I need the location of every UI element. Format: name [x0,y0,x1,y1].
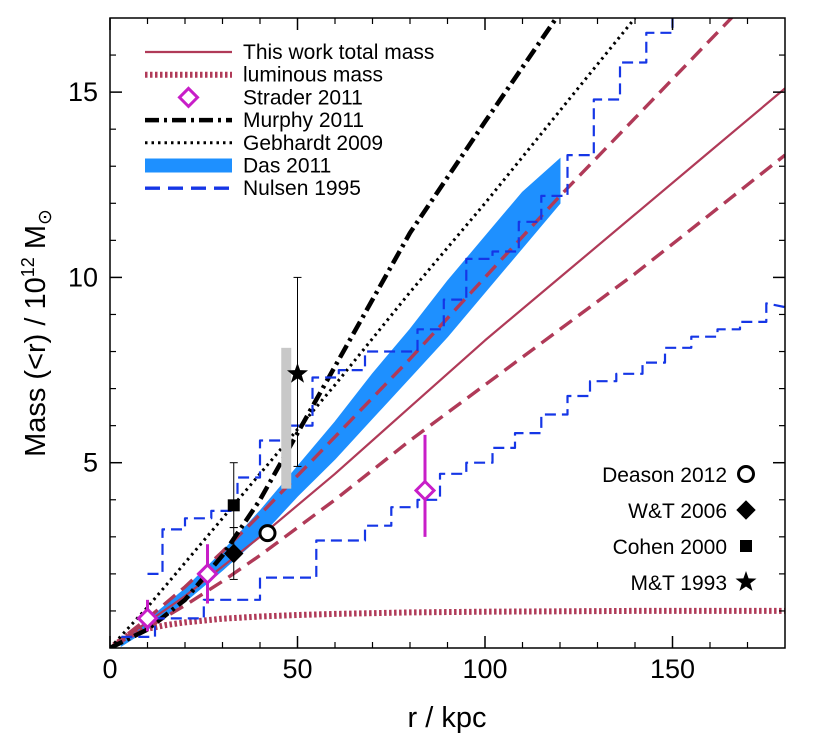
this-work-lower-bound-line [110,153,785,648]
y-tick-label: 10 [68,262,98,292]
legend-strader-2011-label: Strader 2011 [243,86,363,109]
legend-luminous-mass-label: luminous mass [243,64,383,87]
right-legend-deason-2012-label: Deason 2012 [602,464,727,487]
x-tick-label: 50 [282,654,312,684]
cohen-2000-point [227,499,240,512]
w-t-2006-point [224,543,244,564]
legend-das-2011-symbol [145,158,232,173]
strader-2011-point [196,562,219,586]
y-tick-label: 5 [83,448,98,478]
y-axis-title-sub: ⊙ [35,209,56,225]
strader-2011-point [136,607,159,630]
this-work-upper-bound-line [110,18,734,648]
y-axis-title-main: Mass (<r) / 10 [20,277,52,457]
deason-2012-point [258,524,277,543]
legend-gebhardt-2009-label: Gebhardt 2009 [243,132,383,155]
this-work-total-mass-line [110,87,785,648]
gray-range-bar [281,347,292,489]
legend-strader-2011-symbol [177,86,200,109]
y-axis-title-unit: M [20,225,52,257]
murphy-2011-line [110,18,559,648]
nulsen-1995-lower-line [121,302,785,639]
right-legend-deason-2012-symbol [737,465,755,483]
right-legend-cohen-2000-label: Cohen 2000 [613,536,727,559]
right-legend-m-t-1993-symbol [735,571,757,591]
right-legend-m-t-1993-label: M&T 1993 [631,572,728,595]
right-legend-w-t-2006-symbol [736,500,756,520]
legend-murphy-2011-label: Murphy 2011 [243,109,364,132]
luminous-mass-line [110,607,785,648]
x-tick-label: 150 [650,654,695,684]
legend-this-work-total-mass-label: This work total mass [243,41,434,64]
y-tick-label: 15 [68,77,98,107]
m-t-1993-point [287,362,308,383]
legend-nulsen-1995-label: Nulsen 1995 [243,177,361,200]
strader-2011-point [413,479,437,502]
right-legend-w-t-2006-label: W&T 2006 [628,500,727,523]
right-legend-cohen-2000-symbol [740,540,752,552]
x-tick-label: 0 [102,654,117,684]
x-tick-label: 100 [462,654,507,684]
y-axis-title-exp: 12 [18,257,38,277]
legend-das-2011-label: Das 2011 [243,155,331,178]
x-axis-title: r / kpc [408,702,487,734]
y-axis-title: Mass (<r) / 1012 M⊙ [18,209,56,457]
